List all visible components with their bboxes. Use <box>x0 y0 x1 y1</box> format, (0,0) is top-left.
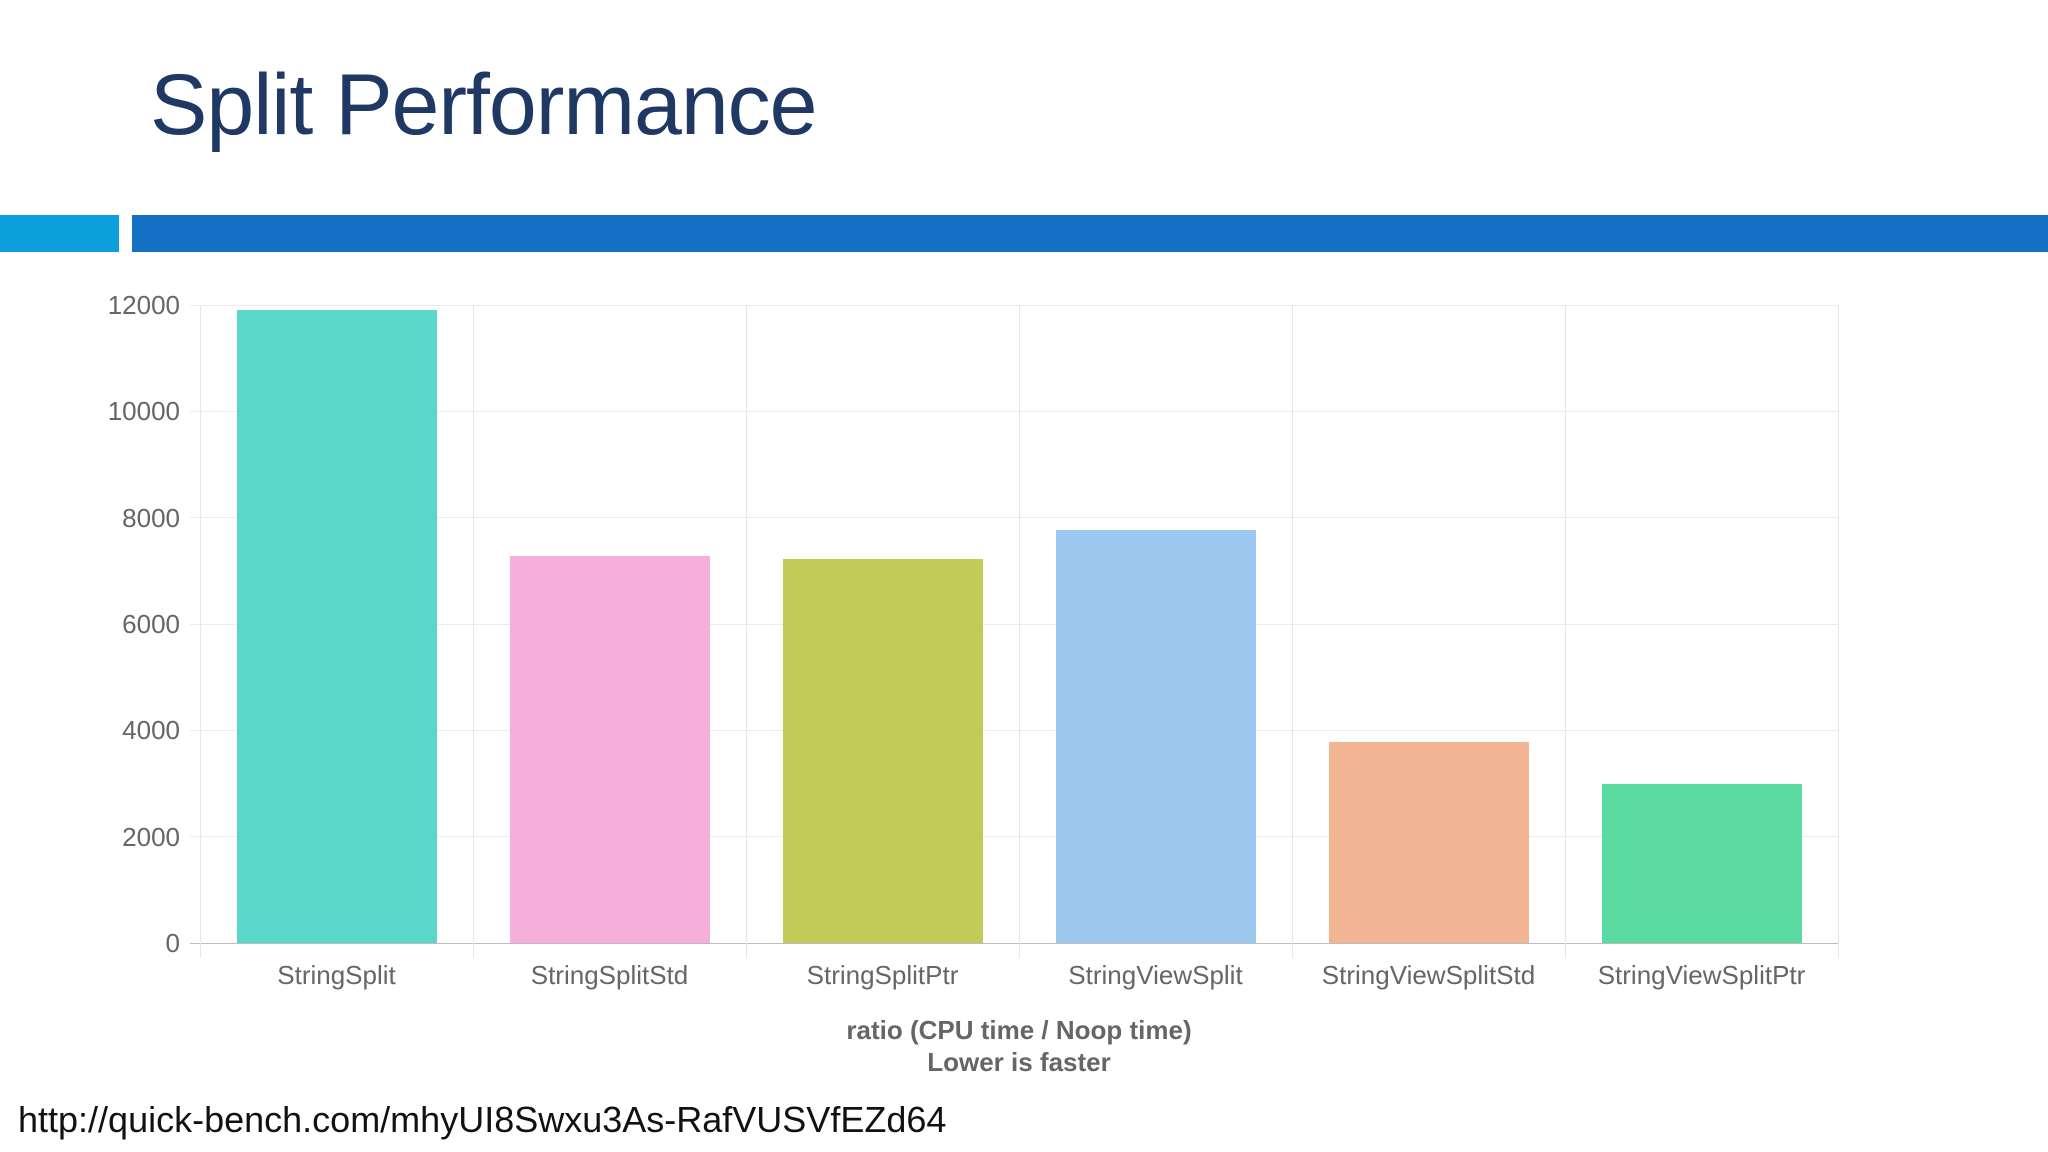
gridline-h <box>190 729 1838 731</box>
divider-main-bar <box>132 215 2048 252</box>
gridline-v <box>472 305 474 958</box>
divider-accent-block <box>0 215 119 252</box>
gridline-v <box>1018 305 1020 958</box>
gridline-v <box>1291 305 1293 958</box>
x-tick-label: StringViewSplit <box>1068 960 1243 990</box>
gridline-h <box>190 410 1838 412</box>
y-axis-line <box>199 305 201 958</box>
bar-StringViewSplitPtr <box>1601 784 1802 943</box>
y-tick-label: 8000 <box>122 502 180 533</box>
gridline-v <box>1837 305 1839 958</box>
y-tick-label: 2000 <box>122 821 180 852</box>
x-tick-label: StringViewSplitStd <box>1321 960 1536 990</box>
x-axis-line <box>190 942 1838 944</box>
gridline-h <box>190 623 1838 625</box>
x-tick-label: StringSplit <box>277 960 396 990</box>
x-axis-title-line2: Lower is faster <box>927 1047 1111 1077</box>
gridline-v <box>1564 305 1566 958</box>
bar-StringSplitStd <box>509 555 710 943</box>
slide-title: Split Performance <box>150 57 818 153</box>
gridline-h <box>190 304 1838 306</box>
gridline-h <box>190 517 1838 519</box>
y-tick-label: 12000 <box>107 290 180 320</box>
bar-StringViewSplit <box>1055 529 1256 943</box>
gridline-v <box>745 305 747 958</box>
bar-StringViewSplitStd <box>1328 742 1529 943</box>
y-tick-label: 4000 <box>122 715 180 746</box>
x-tick-label: StringSplitStd <box>530 960 689 990</box>
y-tick-label: 0 <box>165 928 180 958</box>
x-tick-label: StringSplitPtr <box>806 960 959 990</box>
bar-chart: ratio (CPU time / Noop time) Lower is fa… <box>108 290 1839 1077</box>
bar-StringSplitPtr <box>782 559 983 943</box>
y-tick-label: 10000 <box>107 396 180 427</box>
gridline-h <box>190 836 1838 838</box>
x-axis-title: ratio (CPU time / Noop time) Lower is fa… <box>200 1014 1838 1078</box>
x-axis-title-line1: ratio (CPU time / Noop time) <box>846 1015 1192 1045</box>
x-tick-label: StringViewSplitPtr <box>1597 960 1806 990</box>
bar-StringSplit <box>236 310 437 943</box>
y-tick-label: 6000 <box>122 609 180 639</box>
footer-url: http://quick-bench.com/mhyUI8Swxu3As-Raf… <box>18 1099 947 1140</box>
